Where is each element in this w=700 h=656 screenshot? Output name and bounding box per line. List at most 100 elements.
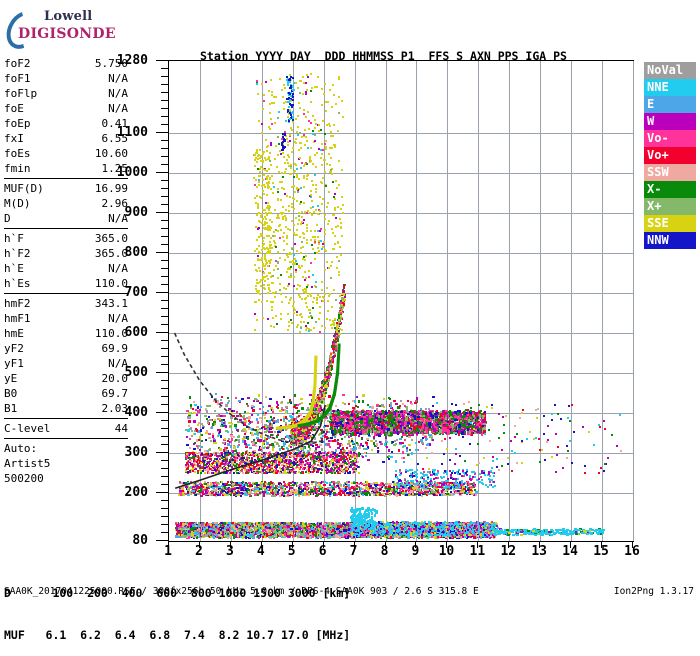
x-tick-label: 9 xyxy=(405,545,425,558)
y-tick-minor xyxy=(161,140,168,141)
y-tick-minor xyxy=(161,196,168,197)
y-tick-minor xyxy=(161,100,168,101)
x-tick-label: 6 xyxy=(313,545,333,558)
legend-item-w[interactable]: W xyxy=(644,113,696,130)
legend-item-noval[interactable]: NoVal xyxy=(644,62,696,79)
param-key: foE xyxy=(4,101,24,116)
param-key: foEs xyxy=(4,146,31,161)
legend-item-x[interactable]: X+ xyxy=(644,198,696,215)
param-key: foF2 xyxy=(4,56,31,71)
distance-muf-scale: D 100 200 400 600 800 1000 1500 3000 [km… xyxy=(4,558,350,656)
y-tick-minor xyxy=(161,532,168,533)
y-tick-minor xyxy=(161,236,168,237)
y-tick-minor xyxy=(161,452,168,453)
y-tick-minor xyxy=(161,420,168,421)
y-tick-minor xyxy=(161,108,168,109)
ionogram-trace-curves xyxy=(169,61,633,541)
y-tick-label: 200 xyxy=(125,486,148,499)
y-tick-label: 600 xyxy=(125,326,148,339)
y-tick-minor xyxy=(161,436,168,437)
y-tick-minor xyxy=(161,164,168,165)
y-tick-minor xyxy=(161,284,168,285)
y-tick-minor xyxy=(161,124,168,125)
y-tick-label: 900 xyxy=(125,206,148,219)
param-key: fmin xyxy=(4,161,31,176)
y-tick-minor xyxy=(161,132,168,133)
x-tick-label: 2 xyxy=(189,545,209,558)
legend-item-vo[interactable]: Vo- xyxy=(644,130,696,147)
param-key: D xyxy=(4,211,11,226)
param-key: yF1 xyxy=(4,356,24,371)
y-tick-minor xyxy=(161,156,168,157)
trace-point-F2-ordinary-trace xyxy=(314,356,317,359)
x-tick-label: 4 xyxy=(251,545,271,558)
y-axis-labels: 1280 1100 1000 900 800 700 600 500 400 300 200 80 xyxy=(96,52,148,552)
legend-item-nne[interactable]: NNE xyxy=(644,79,696,96)
x-tick-label: 1 xyxy=(158,545,178,558)
legend-item-x[interactable]: X- xyxy=(644,181,696,198)
param-key: fxI xyxy=(4,131,24,146)
y-tick-minor xyxy=(161,372,168,373)
param-key: C-level xyxy=(4,421,50,436)
y-tick-minor xyxy=(161,388,168,389)
logo-lowell-text: Lowell xyxy=(44,9,92,24)
direction-color-legend[interactable]: NoVal NNE E W Vo- Vo+ SSW X- X+ SSE NNW xyxy=(644,62,696,249)
param-key: yE xyxy=(4,371,17,386)
param-key: hmF2 xyxy=(4,296,31,311)
param-key: MUF(D) xyxy=(4,181,44,196)
y-tick-minor xyxy=(161,148,168,149)
y-tick-minor xyxy=(161,204,168,205)
param-key: hmF1 xyxy=(4,311,31,326)
y-tick-minor xyxy=(161,492,168,493)
y-tick-minor xyxy=(161,380,168,381)
muf-scale-row: MUF 6.1 6.2 6.4 6.8 7.4 8.2 10.7 17.0 [M… xyxy=(4,628,350,642)
y-tick-minor xyxy=(161,364,168,365)
param-key: foFlp xyxy=(4,86,37,101)
y-tick-minor xyxy=(161,428,168,429)
y-tick-minor xyxy=(161,68,168,69)
y-tick-minor xyxy=(161,172,168,173)
y-tick-label: 300 xyxy=(125,446,148,459)
y-tick-major xyxy=(156,60,168,61)
y-tick-label: 1000 xyxy=(117,166,148,179)
y-tick-minor xyxy=(161,260,168,261)
trace-Es-baseline-solid xyxy=(175,405,325,488)
y-tick-minor xyxy=(161,212,168,213)
y-tick-minor xyxy=(161,84,168,85)
x-tick-label: 16 xyxy=(622,545,642,558)
param-key: h`E xyxy=(4,261,24,276)
y-tick-minor xyxy=(161,268,168,269)
param-key: hmE xyxy=(4,326,24,341)
x-tick-label: 10 xyxy=(436,545,456,558)
ionogram-plot-area[interactable] xyxy=(168,60,634,542)
param-key: h`F2 xyxy=(4,246,31,261)
x-tick-label: 3 xyxy=(220,545,240,558)
y-tick-minor xyxy=(161,252,168,253)
y-tick-minor xyxy=(161,484,168,485)
footer-version: Ion2Png 1.3.17 xyxy=(614,586,694,597)
y-tick-minor xyxy=(161,308,168,309)
y-tick-minor xyxy=(161,76,168,77)
param-key: foF1 xyxy=(4,71,31,86)
y-tick-label: 500 xyxy=(125,366,148,379)
param-key: h`F xyxy=(4,231,24,246)
y-tick-minor xyxy=(161,292,168,293)
legend-item-e[interactable]: E xyxy=(644,96,696,113)
y-tick-minor xyxy=(161,276,168,277)
y-tick-minor xyxy=(161,404,168,405)
y-tick-minor xyxy=(161,220,168,221)
legend-item-ssw[interactable]: SSW xyxy=(644,164,696,181)
x-tick-label: 5 xyxy=(282,545,302,558)
legend-item-nnw[interactable]: NNW xyxy=(644,232,696,249)
y-tick-minor xyxy=(161,468,168,469)
legend-item-sse[interactable]: SSE xyxy=(644,215,696,232)
x-tick-label: 15 xyxy=(591,545,611,558)
y-tick-minor xyxy=(161,180,168,181)
y-tick-minor xyxy=(161,524,168,525)
legend-item-vo[interactable]: Vo+ xyxy=(644,147,696,164)
y-tick-minor xyxy=(161,476,168,477)
y-tick-minor xyxy=(161,348,168,349)
y-tick-label: 700 xyxy=(125,286,148,299)
param-key: B0 xyxy=(4,386,17,401)
y-tick-minor xyxy=(161,324,168,325)
